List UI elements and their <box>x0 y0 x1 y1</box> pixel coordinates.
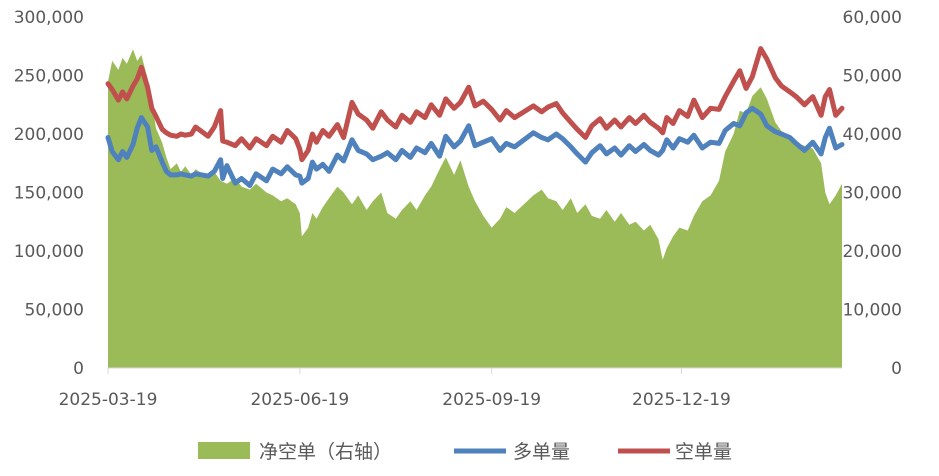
y-right-tick-label: 30,000 <box>843 184 902 204</box>
legend-label: 多单量 <box>513 441 570 463</box>
legend-item-short: 空单量 <box>618 441 732 463</box>
x-tick-label: 2025-03-19 <box>59 390 158 410</box>
axes-layer: 2025-03-19 2025-06-19 2025-09-19 2025-12-19… <box>14 8 902 410</box>
y-left-tick-label: 200,000 <box>14 125 84 145</box>
x-tick-label: 2025-09-19 <box>442 390 541 410</box>
y-left-tick-label: 0 <box>73 359 84 379</box>
legend-swatch-area <box>198 442 250 459</box>
y-left-tick-label: 100,000 <box>14 242 84 262</box>
plot-series-layer <box>105 46 845 368</box>
series-area-net-short <box>108 49 842 368</box>
legend: 净空单（右轴） 多单量 空单量 <box>198 441 732 463</box>
legend-label: 净空单（右轴） <box>259 441 392 463</box>
y-right-tick-label: 20,000 <box>843 242 902 262</box>
legend-item-long: 多单量 <box>454 441 570 463</box>
x-tick-label: 2025-12-19 <box>632 390 731 410</box>
y-left-tick-label: 150,000 <box>14 184 84 204</box>
y-left-tick-label: 250,000 <box>14 67 84 87</box>
series-line-short <box>105 46 845 163</box>
x-tick-label: 2025-06-19 <box>250 390 349 410</box>
y-right-tick-label: 10,000 <box>843 301 902 321</box>
series-line-long <box>105 105 845 188</box>
y-right-tick-label: 0 <box>891 359 902 379</box>
y-right-tick-label: 60,000 <box>843 8 902 28</box>
legend-item-net-short: 净空单（右轴） <box>198 441 392 463</box>
y-right-tick-label: 50,000 <box>843 67 902 87</box>
legend-label: 空单量 <box>675 441 732 463</box>
y-left-tick-label: 300,000 <box>14 8 84 28</box>
y-left-tick-label: 50,000 <box>25 301 84 321</box>
y-right-tick-label: 40,000 <box>843 125 902 145</box>
